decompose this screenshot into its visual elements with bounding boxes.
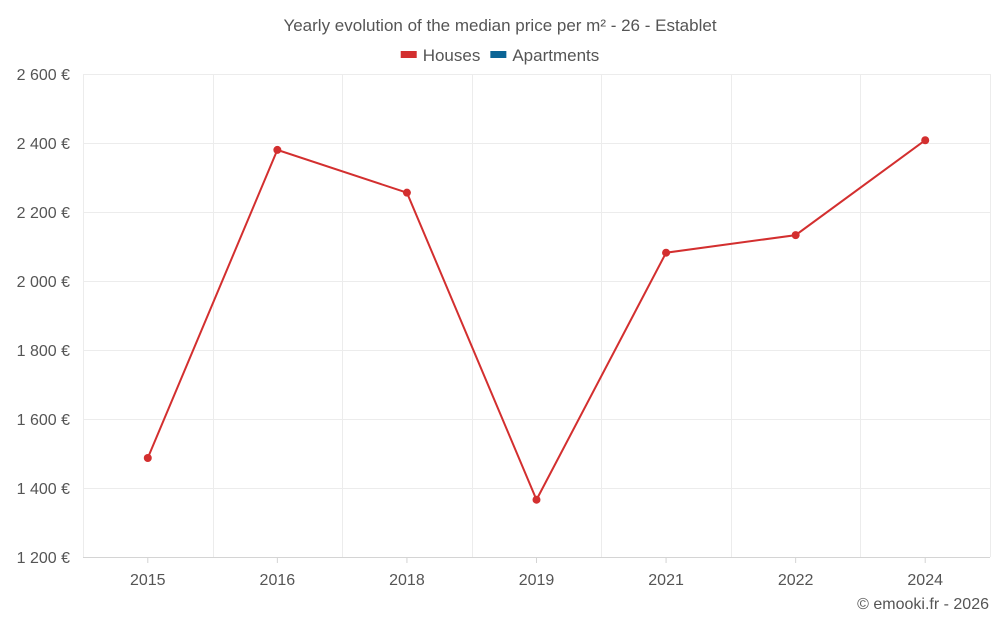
x-tick-label: 2021: [648, 572, 684, 589]
x-tick-label: 2016: [260, 572, 296, 589]
x-tick-label: 2018: [389, 572, 425, 589]
x-axis: 2015 2016 2018 2019 2021 2022 2024: [130, 557, 943, 589]
y-tick-label: 1 800 €: [17, 343, 70, 360]
data-point-houses[interactable]: [402, 188, 411, 197]
legend-item-apartments[interactable]: Apartments: [490, 46, 599, 65]
data-point-houses[interactable]: [791, 231, 800, 240]
y-tick-label: 1 400 €: [17, 481, 70, 498]
legend: Houses Apartments: [400, 46, 599, 65]
x-tick-label: 2022: [778, 572, 814, 589]
x-tick-label: 2019: [519, 572, 555, 589]
data-point-houses[interactable]: [662, 248, 671, 257]
legend-swatch: [400, 51, 417, 58]
x-tick-label: 2024: [907, 572, 943, 589]
legend-swatch: [490, 51, 507, 58]
credit-text: © emooki.fr - 2026: [857, 596, 989, 613]
series-layer: [143, 136, 930, 504]
grid: [83, 74, 991, 558]
series-line-houses: [146, 139, 926, 503]
y-tick-label: 2 200 €: [17, 205, 70, 222]
y-tick-label: 2 600 €: [17, 67, 70, 84]
y-tick-label: 2 400 €: [17, 136, 70, 153]
y-tick-label: 1 200 €: [17, 550, 70, 567]
data-point-houses[interactable]: [921, 136, 930, 145]
data-point-houses[interactable]: [143, 453, 152, 462]
chart-title: Yearly evolution of the median price per…: [283, 16, 716, 35]
legend-label: Houses: [423, 46, 481, 65]
y-tick-label: 1 600 €: [17, 412, 70, 429]
legend-label: Apartments: [512, 46, 599, 65]
legend-item-houses[interactable]: Houses: [400, 46, 481, 65]
y-tick-label: 2 000 €: [17, 274, 70, 291]
data-point-houses[interactable]: [273, 145, 282, 154]
y-axis: 1 200 € 1 400 € 1 600 € 1 800 € 2 000 € 2 200…: [17, 67, 70, 567]
x-tick-label: 2015: [130, 572, 166, 589]
data-point-houses[interactable]: [532, 495, 541, 504]
